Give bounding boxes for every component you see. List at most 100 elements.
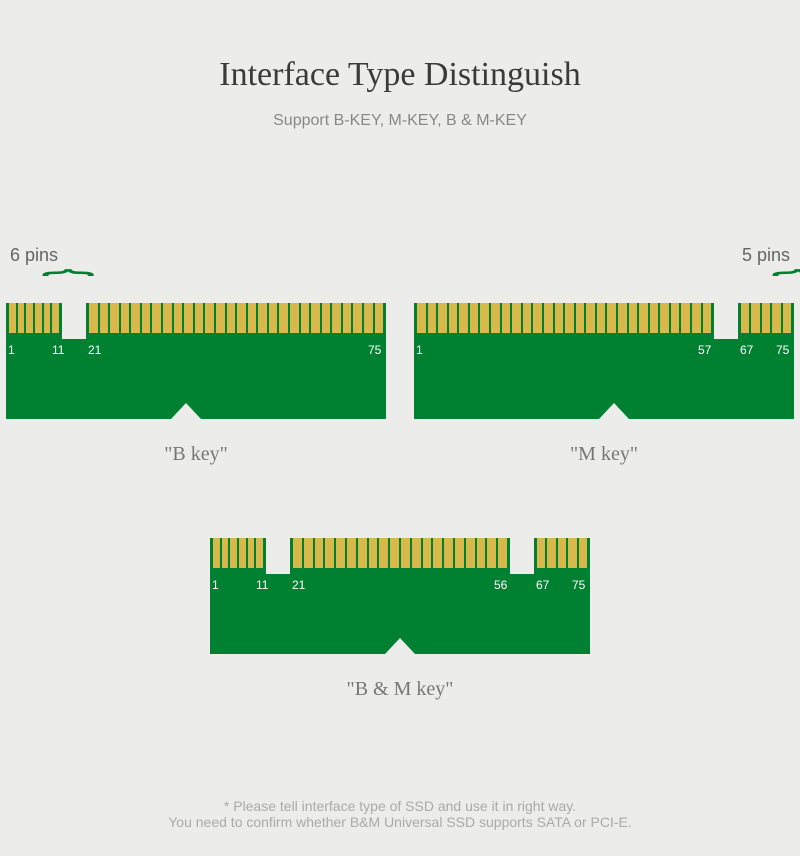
pin bbox=[444, 538, 453, 568]
pin bbox=[131, 303, 140, 333]
pcb-notch bbox=[599, 403, 629, 419]
pin bbox=[347, 538, 356, 568]
pin-number: 57 bbox=[698, 343, 711, 357]
footnote: * Please tell interface type of SSD and … bbox=[0, 798, 800, 830]
pin bbox=[629, 303, 638, 333]
pin bbox=[184, 303, 193, 333]
pin bbox=[491, 303, 500, 333]
pin bbox=[547, 538, 555, 568]
pin bbox=[44, 303, 51, 333]
pin-number: 75 bbox=[776, 343, 789, 357]
pin bbox=[555, 303, 564, 333]
pin bbox=[762, 303, 770, 333]
pin bbox=[311, 303, 320, 333]
pin-number: 67 bbox=[536, 578, 549, 592]
pin bbox=[227, 303, 236, 333]
pin bbox=[343, 303, 352, 333]
pin bbox=[304, 538, 313, 568]
pin bbox=[417, 303, 426, 333]
pin-number: 21 bbox=[292, 578, 305, 592]
pin bbox=[428, 303, 437, 333]
brace-label: 6 pins bbox=[10, 245, 58, 266]
pin bbox=[230, 538, 237, 568]
pin bbox=[89, 303, 98, 333]
pin bbox=[195, 303, 204, 333]
page-title: Interface Type Distinguish bbox=[0, 56, 800, 94]
pin bbox=[110, 303, 119, 333]
pin-number: 75 bbox=[572, 578, 585, 592]
pcb-notch bbox=[385, 638, 415, 654]
pin bbox=[459, 303, 468, 333]
pin-strip bbox=[417, 303, 711, 333]
pin bbox=[353, 303, 362, 333]
pin bbox=[751, 303, 759, 333]
pin bbox=[487, 538, 496, 568]
pin bbox=[533, 303, 542, 333]
pin bbox=[586, 303, 595, 333]
pin bbox=[502, 303, 511, 333]
pin bbox=[322, 303, 331, 333]
pin bbox=[325, 538, 334, 568]
pin bbox=[52, 303, 59, 333]
pin bbox=[449, 303, 458, 333]
pin-number: 21 bbox=[88, 343, 101, 357]
pin bbox=[470, 303, 479, 333]
pin bbox=[35, 303, 42, 333]
pin bbox=[375, 303, 384, 333]
pin-strip bbox=[213, 538, 263, 568]
pin bbox=[364, 303, 373, 333]
pin bbox=[512, 303, 521, 333]
pin bbox=[650, 303, 659, 333]
pin bbox=[480, 303, 489, 333]
pin bbox=[660, 303, 669, 333]
pin bbox=[618, 303, 627, 333]
pin bbox=[498, 538, 507, 568]
pin-number: 75 bbox=[368, 343, 381, 357]
pin-brace: ⏞ bbox=[734, 272, 800, 303]
pin bbox=[152, 303, 161, 333]
pin bbox=[390, 538, 399, 568]
pin bbox=[537, 538, 545, 568]
pin bbox=[741, 303, 749, 333]
connector-label: "B & M key" bbox=[210, 678, 590, 701]
pin-strip bbox=[89, 303, 383, 333]
pin bbox=[379, 538, 388, 568]
pin-brace: ⏞ bbox=[4, 272, 124, 303]
pin bbox=[544, 303, 553, 333]
footnote-line1: * Please tell interface type of SSD and … bbox=[0, 798, 800, 814]
pin bbox=[523, 303, 532, 333]
pin bbox=[142, 303, 151, 333]
connector-b-key: 1112175"B key"⏞6 pins bbox=[6, 303, 386, 479]
pin bbox=[237, 303, 246, 333]
pin bbox=[290, 303, 299, 333]
pin bbox=[216, 303, 225, 333]
pin bbox=[18, 303, 25, 333]
pin bbox=[293, 538, 302, 568]
pin bbox=[163, 303, 172, 333]
pin bbox=[466, 538, 475, 568]
pin bbox=[205, 303, 214, 333]
pin-number: 1 bbox=[212, 578, 219, 592]
pin bbox=[607, 303, 616, 333]
pin bbox=[438, 303, 447, 333]
pin bbox=[433, 538, 442, 568]
pin bbox=[279, 303, 288, 333]
pcb-notch bbox=[171, 403, 201, 419]
pin bbox=[558, 538, 566, 568]
pin bbox=[26, 303, 33, 333]
pin bbox=[239, 538, 246, 568]
pin bbox=[568, 538, 576, 568]
pin-strip bbox=[9, 303, 59, 333]
pin bbox=[222, 538, 229, 568]
pin-strip bbox=[537, 538, 587, 568]
page-subtitle: Support B-KEY, M-KEY, B & M-KEY bbox=[0, 112, 800, 130]
pin bbox=[639, 303, 648, 333]
pin bbox=[783, 303, 791, 333]
pin bbox=[671, 303, 680, 333]
pin-number: 67 bbox=[740, 343, 753, 357]
brace-label: 5 pins bbox=[742, 245, 790, 266]
pin-number: 11 bbox=[256, 578, 268, 592]
pin bbox=[121, 303, 130, 333]
pin bbox=[358, 538, 367, 568]
pin bbox=[703, 303, 712, 333]
